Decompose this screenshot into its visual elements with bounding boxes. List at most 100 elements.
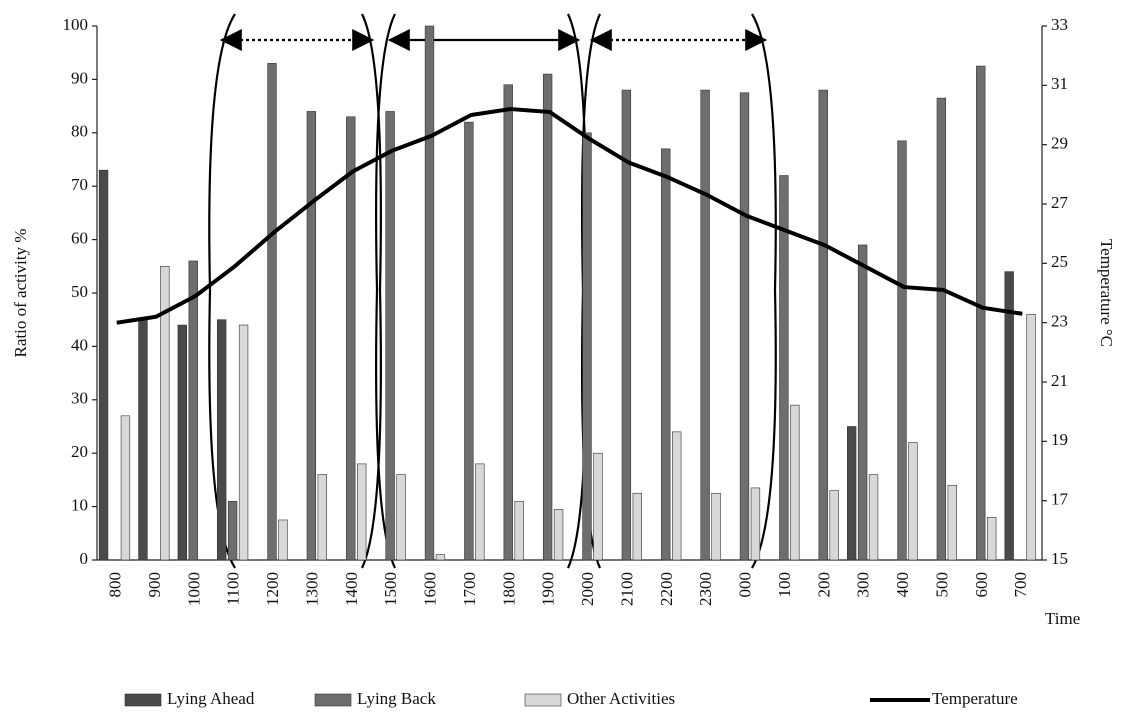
legend-swatch bbox=[524, 693, 562, 707]
legend-label: Lying Back bbox=[357, 689, 436, 708]
bar bbox=[514, 500, 524, 561]
x-tick-label: 1900 bbox=[539, 572, 558, 606]
x-tick-label: 1400 bbox=[342, 572, 361, 606]
bar bbox=[621, 89, 632, 561]
x-tick-label: 2000 bbox=[578, 572, 597, 606]
x-tick-label: 1200 bbox=[263, 572, 282, 606]
bar bbox=[306, 111, 317, 561]
y2-tick-label: 33 bbox=[1051, 15, 1068, 34]
y-tick-label: 10 bbox=[71, 496, 88, 515]
bar bbox=[779, 175, 789, 561]
bar bbox=[120, 415, 131, 561]
y2-tick-label: 15 bbox=[1051, 549, 1068, 568]
x-tick-label: 600 bbox=[972, 572, 991, 598]
y2-tick-label: 25 bbox=[1051, 252, 1068, 271]
bar bbox=[672, 431, 682, 561]
bar bbox=[542, 73, 553, 561]
bar bbox=[188, 260, 198, 561]
x-tick-label: 1600 bbox=[421, 572, 440, 606]
y2-tick-label: 23 bbox=[1051, 312, 1068, 331]
y-tick-label: 30 bbox=[71, 389, 88, 408]
x-tick-label: 1700 bbox=[460, 572, 479, 606]
y2-tick-label: 17 bbox=[1051, 490, 1069, 509]
bar bbox=[177, 324, 187, 561]
bar bbox=[582, 132, 592, 561]
bar bbox=[632, 492, 642, 561]
bar bbox=[936, 97, 947, 561]
bar bbox=[908, 442, 918, 561]
bar bbox=[987, 516, 997, 561]
x-tick-label: 500 bbox=[932, 572, 951, 598]
x-tick-label: 200 bbox=[814, 572, 833, 598]
y2-tick-label: 31 bbox=[1051, 74, 1068, 93]
period-brackets bbox=[208, 13, 777, 569]
bar bbox=[396, 474, 406, 561]
x-tick-label: 1000 bbox=[184, 572, 203, 606]
y-tick-label: 50 bbox=[71, 282, 88, 301]
bar bbox=[357, 463, 367, 561]
bar bbox=[464, 121, 474, 561]
y-tick-label: 60 bbox=[71, 229, 88, 248]
bar bbox=[829, 490, 839, 561]
bar bbox=[346, 116, 356, 561]
y-tick-label: 20 bbox=[71, 442, 88, 461]
bar bbox=[217, 319, 227, 561]
bar bbox=[553, 508, 564, 561]
bar bbox=[424, 25, 435, 561]
y-tick-label: 40 bbox=[71, 335, 88, 354]
x-tick-label: 400 bbox=[893, 572, 912, 598]
x-tick-label: 2200 bbox=[657, 572, 676, 606]
y-axis-title: Ratio of activity % bbox=[11, 229, 30, 358]
bar bbox=[1026, 314, 1036, 561]
x-tick-label: 100 bbox=[775, 572, 794, 598]
x-tick-label: 800 bbox=[106, 572, 125, 598]
bar bbox=[750, 487, 761, 561]
bar bbox=[385, 111, 395, 561]
bar bbox=[868, 474, 879, 561]
bar bbox=[847, 426, 857, 561]
bar bbox=[267, 63, 277, 561]
y2-tick-label: 27 bbox=[1051, 193, 1069, 212]
y-tick-label: 0 bbox=[80, 549, 89, 568]
bar bbox=[227, 500, 238, 561]
x-axis-title: Time bbox=[1045, 609, 1080, 628]
y-tick-label: 100 bbox=[63, 15, 89, 34]
temperature-line bbox=[116, 107, 1023, 325]
y-tick-label: 90 bbox=[71, 68, 88, 87]
y2-axis-title: Temperature °C bbox=[1097, 239, 1116, 347]
x-tick-label: 700 bbox=[1011, 572, 1030, 598]
bar bbox=[503, 84, 513, 561]
x-tick-label: 300 bbox=[854, 572, 873, 598]
bar bbox=[857, 244, 868, 561]
x-tick-label: 1300 bbox=[302, 572, 321, 606]
bar bbox=[593, 452, 603, 561]
bar bbox=[818, 89, 828, 561]
bar bbox=[435, 554, 446, 561]
bar bbox=[897, 140, 907, 561]
y-tick-label: 80 bbox=[71, 122, 88, 141]
bar bbox=[160, 265, 170, 561]
x-tick-label: 2300 bbox=[696, 572, 715, 606]
legend-swatch bbox=[124, 693, 162, 707]
bar bbox=[238, 324, 249, 561]
x-tick-label: 900 bbox=[145, 572, 164, 598]
bar bbox=[138, 319, 148, 561]
x-tick-label: 2100 bbox=[617, 572, 636, 606]
bar bbox=[947, 484, 957, 561]
x-tick-label: 1500 bbox=[381, 572, 400, 606]
y2-tick-label: 19 bbox=[1051, 430, 1068, 449]
bar bbox=[98, 169, 109, 561]
x-tick-label: 000 bbox=[736, 572, 755, 598]
bar bbox=[1004, 271, 1014, 561]
legend-label: Lying Ahead bbox=[167, 689, 255, 708]
bar bbox=[739, 92, 750, 561]
bar bbox=[278, 519, 288, 561]
y2-tick-label: 21 bbox=[1051, 371, 1068, 390]
legend-label: Other Activities bbox=[567, 689, 675, 708]
bar bbox=[700, 89, 710, 561]
bar bbox=[976, 65, 986, 561]
y-tick-label: 70 bbox=[71, 175, 88, 194]
y2-tick-label: 29 bbox=[1051, 134, 1068, 153]
bar bbox=[317, 474, 327, 561]
